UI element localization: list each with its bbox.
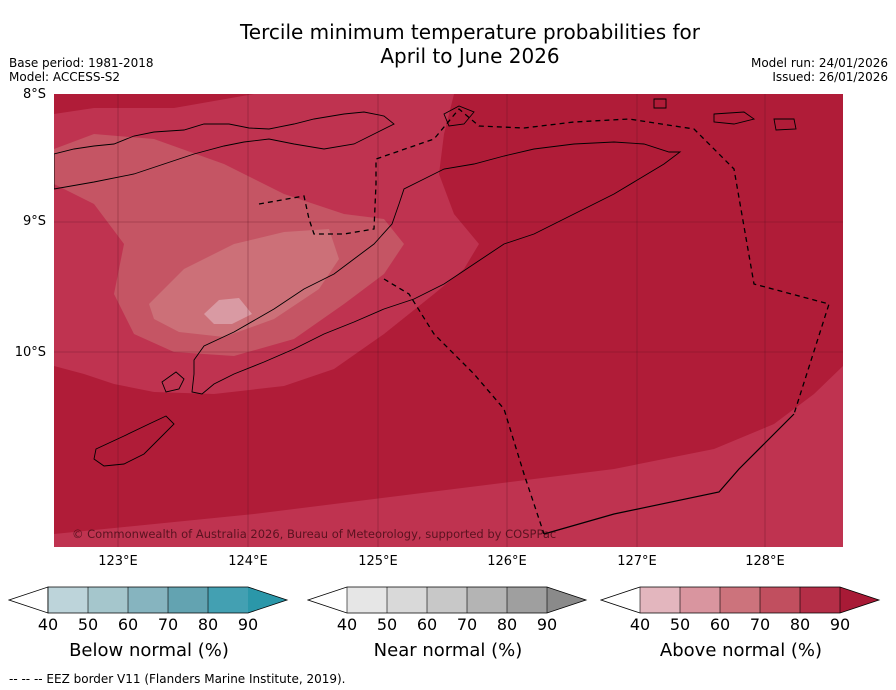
colorbar-below-title: Below normal (%) [69,640,229,661]
lon-label-128e: 128°E [745,554,785,569]
tick-50: 50 [77,615,99,634]
colorbar-near-normal [307,586,588,614]
timor-coast [191,141,682,395]
title-line-1: Tercile minimum temperature probabilitie… [239,20,701,44]
chart-title: Tercile minimum temperature probabilitie… [0,20,896,68]
lon-label-127e: 127°E [617,554,657,569]
title-line-2: April to June 2026 [380,44,560,68]
model-text: Model: ACCESS-S2 [9,70,121,84]
tick-90: 90 [237,615,259,634]
contour-band-60 [149,229,339,337]
tick-90: 90 [536,615,558,634]
colorbar-above-normal [600,586,881,614]
tick-60: 60 [117,615,139,634]
tick-70: 70 [157,615,179,634]
wetar-island [443,105,475,127]
flores-coast [54,111,395,190]
sawu-island [93,415,175,467]
meta-right: Model run: 24/01/2026 Issued: 26/01/2026 [751,56,888,84]
tick-50: 50 [669,615,691,634]
lat-label-9s: 9°S [22,214,46,229]
lon-label-124e: 124°E [228,554,268,569]
rote-island [161,371,185,393]
eez-border [258,108,830,535]
copyright-text: © Commonwealth of Australia 2026, Bureau… [72,527,556,541]
base-period-text: Base period: 1981-2018 [9,56,154,70]
lon-label-126e: 126°E [487,554,527,569]
meta-left: Base period: 1981-2018 Model: ACCESS-S2 [9,56,154,84]
tick-70: 70 [456,615,478,634]
contour-band-50 [204,298,252,324]
lon-label-125e: 125°E [358,554,398,569]
tick-60: 60 [709,615,731,634]
tick-80: 80 [496,615,518,634]
lat-label-8s: 8°S [22,87,46,102]
tick-80: 80 [789,615,811,634]
tick-70: 70 [749,615,771,634]
probability-map: © Commonwealth of Australia 2026, Bureau… [54,94,843,547]
colorbar-near-title: Near normal (%) [373,640,523,661]
coastlines [54,98,797,467]
tick-40: 40 [629,615,651,634]
north-islands [653,98,797,131]
tick-90: 90 [829,615,851,634]
tick-60: 60 [416,615,438,634]
tick-80: 80 [197,615,219,634]
tick-40: 40 [37,615,59,634]
tick-40: 40 [336,615,358,634]
colorbar-above-title: Above normal (%) [659,640,823,661]
contour-band-70 [54,134,404,356]
maritime-boundary-solid [543,413,795,535]
lon-label-123e: 123°E [98,554,138,569]
graticule [54,94,843,547]
tick-50: 50 [376,615,398,634]
model-run-text: Model run: 24/01/2026 [750,56,888,70]
lat-label-10s: 10°S [14,345,46,360]
colorbar-below-normal [8,586,289,614]
contour-band-80-southeast [54,366,843,547]
issued-text: Issued: 26/01/2026 [772,70,888,84]
eez-footnote: -- -- -- EEZ border V11 (Flanders Marine… [9,672,346,686]
